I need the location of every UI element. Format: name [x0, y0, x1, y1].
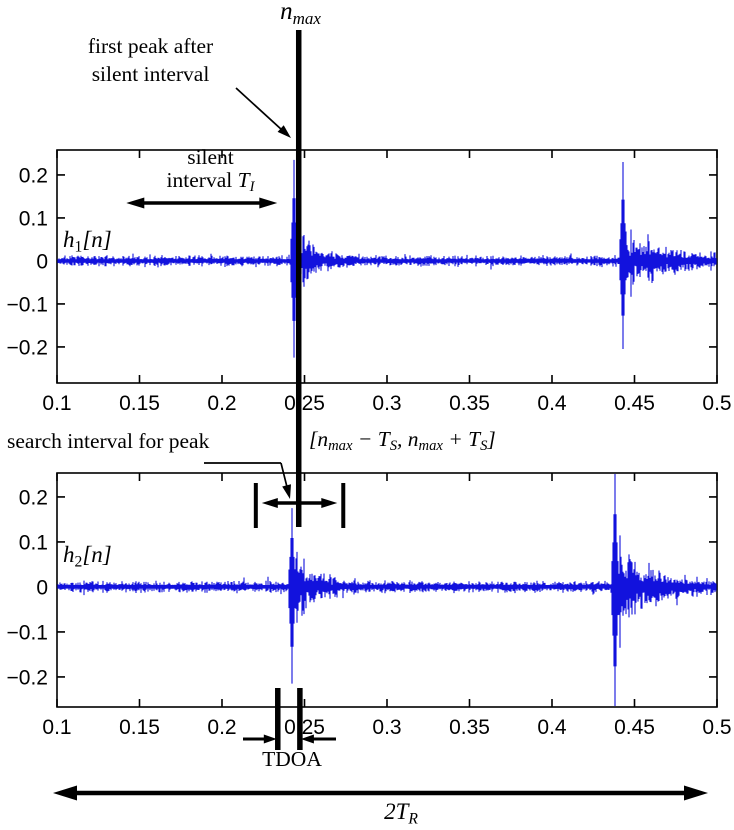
tdoa-label: TDOA — [262, 747, 322, 771]
y-tick-label: −0.1 — [7, 293, 48, 316]
tick-marks — [56, 473, 718, 707]
first-peak-pointer-arrowhead-icon — [277, 125, 291, 138]
axes-frames — [56, 149, 718, 708]
x-tick-label: 0.45 — [614, 392, 655, 415]
waveform-h1 — [57, 159, 717, 358]
tick-labels: 0.1 0.15 0.2 0.25 0.3 0.35 0.4 0.45 0.5 0.2 0.1 0 −0… — [7, 164, 732, 739]
silent-interval-arrow-left-arrowhead-icon — [126, 197, 145, 209]
y-tick-label: 0.1 — [19, 531, 48, 554]
silent-line2: interval TI — [166, 168, 255, 196]
search-pointer-arrowhead-icon — [282, 484, 291, 499]
x-tick-label: 0.25 — [284, 716, 325, 739]
y-tick-label: 0 — [36, 576, 48, 599]
first-peak-pointer-line — [235, 87, 283, 131]
tdoa-right-arrowhead-icon — [300, 734, 314, 744]
nmax-base: n — [280, 0, 293, 25]
two-tr-arrow-left-arrowhead-icon — [53, 785, 77, 801]
y-tick-label: −0.1 — [7, 621, 48, 644]
silent-interval-arrow-right-arrowhead-icon — [259, 197, 278, 209]
x-tick-label: 0.2 — [207, 392, 236, 415]
two-tr-label: 2TR — [384, 799, 418, 828]
first-peak-line1: first peak after — [87, 34, 214, 58]
x-tick-label: 0.45 — [614, 716, 655, 739]
x-tick-label: 0.2 — [207, 716, 236, 739]
waveform-h2 — [57, 474, 717, 706]
search-interval-arrow-right-arrowhead-icon — [321, 498, 338, 508]
x-tick-label: 0.15 — [119, 716, 160, 739]
h1-signal-label: h1[n] — [63, 227, 112, 256]
x-tick-label: 0.1 — [42, 716, 71, 739]
x-tick-label: 0.15 — [119, 392, 160, 415]
x-tick-label: 0.4 — [537, 392, 567, 415]
two-tr-arrow-right-arrowhead-icon — [684, 785, 708, 801]
first-peak-label: first peak after silent interval — [33, 32, 268, 88]
h2-signal-label: h2[n] — [63, 542, 112, 571]
search-interval-expression: [nmax − TS, nmax + TS] — [309, 427, 496, 455]
graphic-annotations — [53, 30, 708, 801]
y-tick-label: −0.2 — [7, 336, 48, 359]
tdoa-left-arrowhead-icon — [263, 734, 277, 744]
y-tick-label: 0.2 — [19, 164, 48, 187]
first-peak-line2: silent interval — [91, 62, 210, 86]
nmax-sub: max — [292, 8, 321, 28]
search-interval-text: search interval for peak — [7, 429, 210, 453]
x-tick-label: 0.35 — [449, 392, 490, 415]
x-tick-label: 0.5 — [702, 716, 731, 739]
y-tick-label: 0.2 — [19, 486, 48, 509]
y-tick-label: 0.1 — [19, 207, 48, 230]
tick-marks — [56, 150, 718, 383]
x-tick-label: 0.4 — [537, 716, 567, 739]
y-tick-label: −0.2 — [7, 666, 48, 689]
x-tick-label: 0.35 — [449, 716, 490, 739]
y-tick-label: 0 — [36, 250, 48, 273]
waveforms — [57, 159, 717, 706]
x-tick-label: 0.25 — [284, 392, 325, 415]
silent-interval-label: silent interval TI — [128, 146, 293, 199]
silent-line1: silent — [187, 145, 234, 169]
x-tick-label: 0.3 — [372, 716, 401, 739]
search-interval-arrow-left-arrowhead-icon — [261, 498, 278, 508]
x-tick-label: 0.3 — [372, 392, 401, 415]
x-tick-label: 0.1 — [42, 392, 71, 415]
x-tick-label: 0.5 — [702, 392, 731, 415]
nmax-label: nmax — [253, 0, 348, 29]
